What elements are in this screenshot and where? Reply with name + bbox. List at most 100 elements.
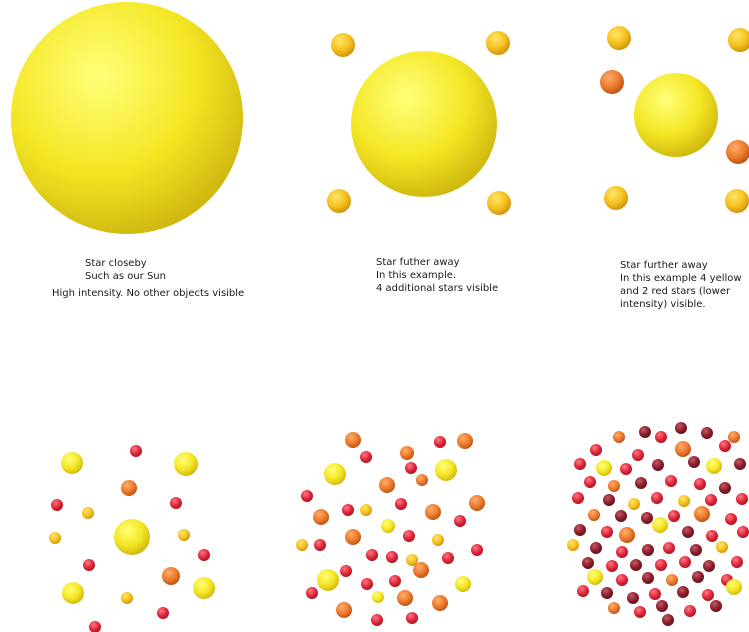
star bbox=[728, 28, 749, 52]
star bbox=[389, 575, 401, 587]
star bbox=[651, 492, 663, 504]
star bbox=[51, 499, 63, 511]
star bbox=[603, 494, 615, 506]
star bbox=[49, 532, 61, 544]
star bbox=[170, 497, 182, 509]
star bbox=[726, 140, 749, 164]
star bbox=[590, 444, 602, 456]
star bbox=[331, 33, 355, 57]
star bbox=[590, 542, 602, 554]
caption-line: 4 additional stars visible bbox=[376, 283, 499, 294]
star bbox=[386, 551, 398, 563]
star bbox=[616, 546, 628, 558]
panel-star-field-sparse bbox=[49, 445, 215, 632]
star bbox=[296, 539, 308, 551]
star bbox=[406, 612, 418, 624]
star bbox=[639, 426, 651, 438]
star bbox=[174, 452, 198, 476]
star bbox=[314, 539, 326, 551]
star bbox=[351, 51, 497, 197]
star bbox=[641, 512, 653, 524]
star bbox=[471, 544, 483, 556]
caption-line: Such as our Sun bbox=[85, 271, 166, 282]
star bbox=[619, 527, 635, 543]
star bbox=[416, 474, 428, 486]
star bbox=[663, 542, 675, 554]
star bbox=[313, 509, 329, 525]
star bbox=[432, 534, 444, 546]
star bbox=[652, 459, 664, 471]
star bbox=[425, 504, 441, 520]
star bbox=[710, 600, 722, 612]
star bbox=[607, 26, 631, 50]
star bbox=[736, 493, 748, 505]
star bbox=[655, 431, 667, 443]
star bbox=[655, 559, 667, 571]
caption-line: High intensity. No other objects visible bbox=[52, 288, 245, 299]
star bbox=[604, 186, 628, 210]
star bbox=[381, 519, 395, 533]
star bbox=[601, 587, 613, 599]
star bbox=[678, 495, 690, 507]
panel-star-field-medium bbox=[296, 432, 485, 626]
star bbox=[406, 554, 418, 566]
star bbox=[413, 562, 429, 578]
star bbox=[737, 526, 749, 538]
star bbox=[675, 441, 691, 457]
star bbox=[635, 477, 647, 489]
star bbox=[62, 582, 84, 604]
star bbox=[688, 456, 700, 468]
star bbox=[193, 577, 215, 599]
star bbox=[666, 574, 678, 586]
star bbox=[121, 480, 137, 496]
caption-line: Star closeby bbox=[85, 258, 147, 269]
star bbox=[652, 517, 668, 533]
star bbox=[725, 513, 737, 525]
star bbox=[628, 498, 640, 510]
star bbox=[342, 504, 354, 516]
star bbox=[642, 572, 654, 584]
star bbox=[434, 436, 446, 448]
star bbox=[682, 526, 694, 538]
star bbox=[588, 509, 600, 521]
star bbox=[572, 492, 584, 504]
panel-star-closeby bbox=[11, 2, 243, 234]
caption-star-closeby: Star closeby Such as our Sun High intens… bbox=[52, 257, 244, 300]
star bbox=[719, 482, 731, 494]
star bbox=[361, 578, 373, 590]
star bbox=[627, 592, 639, 604]
star bbox=[668, 510, 680, 522]
star bbox=[731, 556, 743, 568]
star bbox=[345, 432, 361, 448]
star bbox=[130, 445, 142, 457]
star bbox=[457, 433, 473, 449]
star bbox=[121, 592, 133, 604]
star bbox=[596, 460, 612, 476]
star bbox=[324, 463, 346, 485]
star bbox=[198, 549, 210, 561]
star bbox=[734, 458, 746, 470]
star bbox=[83, 559, 95, 571]
star bbox=[606, 560, 618, 572]
star bbox=[662, 614, 674, 626]
star bbox=[306, 587, 318, 599]
star bbox=[371, 614, 383, 626]
star bbox=[379, 477, 395, 493]
star bbox=[114, 519, 150, 555]
star bbox=[701, 427, 713, 439]
star bbox=[690, 544, 702, 556]
caption-line: and 2 red stars (lower bbox=[620, 286, 731, 297]
caption-star-further-b: Star further away In this example 4 yell… bbox=[620, 259, 742, 311]
star bbox=[600, 70, 624, 94]
panel-star-further-6-stars bbox=[600, 26, 749, 213]
star bbox=[345, 529, 361, 545]
panel-star-field-dense bbox=[567, 422, 749, 626]
star bbox=[679, 556, 691, 568]
star bbox=[584, 476, 596, 488]
star bbox=[157, 607, 169, 619]
star bbox=[574, 524, 586, 536]
star bbox=[706, 530, 718, 542]
star bbox=[608, 480, 620, 492]
star bbox=[567, 539, 579, 551]
